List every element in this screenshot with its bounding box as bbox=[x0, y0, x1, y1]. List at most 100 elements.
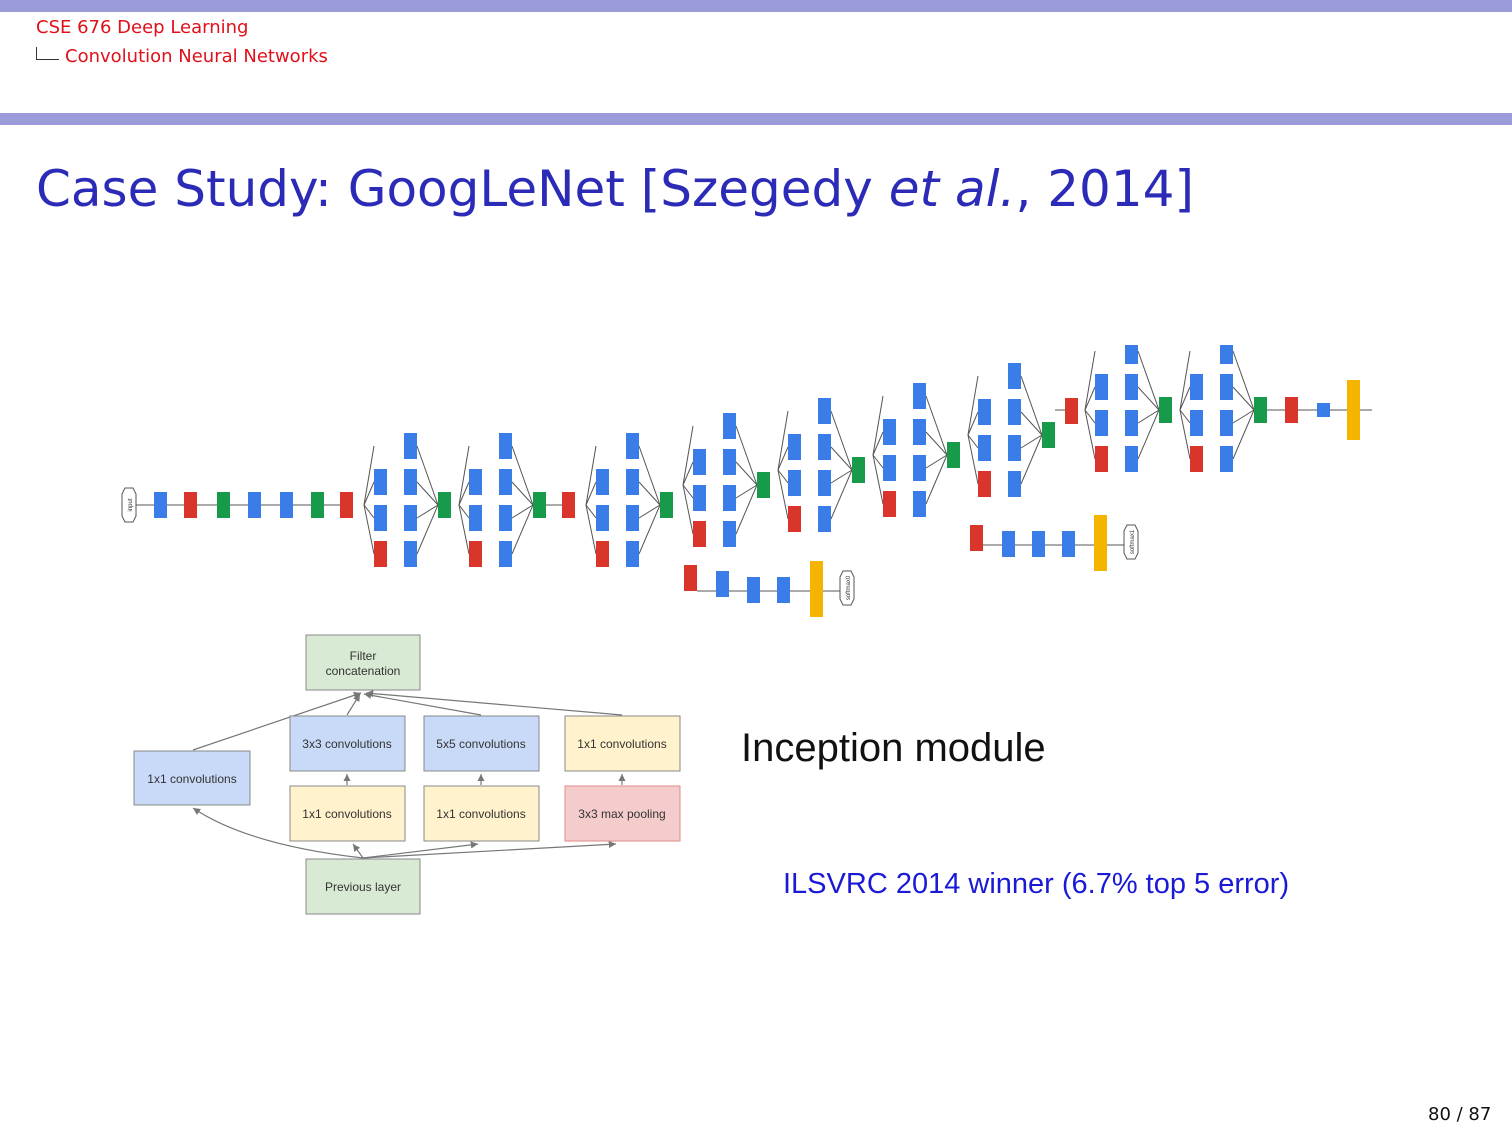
softmax1-label: softmax1 bbox=[1130, 529, 1136, 554]
edge-48 bbox=[585, 445, 597, 506]
conv1x1-top-box: 1x1 convolutions bbox=[564, 715, 681, 772]
edge-50 bbox=[585, 504, 597, 519]
edge-177 bbox=[1232, 350, 1255, 411]
reduce-3x3-box: 1x1 convolutions bbox=[289, 785, 406, 842]
edge-15 bbox=[363, 481, 375, 506]
conv-block-158 bbox=[1125, 374, 1138, 400]
edge-179 bbox=[1232, 409, 1255, 424]
edge-85 bbox=[735, 425, 758, 486]
conv-block-155 bbox=[1095, 410, 1108, 436]
maxpool-box: 3x3 max pooling bbox=[564, 785, 681, 842]
conv-block-22 bbox=[404, 469, 417, 495]
conv-block-65 bbox=[716, 571, 729, 597]
edge-87 bbox=[735, 484, 758, 499]
softmax0-node bbox=[839, 570, 855, 606]
conv-block-139 bbox=[1002, 531, 1015, 557]
reduce-5x5-label: 1x1 convolutions bbox=[436, 807, 525, 821]
conv-block-55 bbox=[626, 433, 639, 459]
edge-14 bbox=[363, 445, 375, 506]
edge-136 bbox=[1020, 434, 1043, 485]
edge-163 bbox=[1137, 409, 1160, 424]
conv-block-82 bbox=[723, 449, 736, 475]
edge-106 bbox=[872, 395, 884, 456]
conv-block-18 bbox=[374, 469, 387, 495]
softmax-block-186 bbox=[1347, 380, 1360, 440]
edge-167 bbox=[1179, 386, 1191, 411]
edge-59 bbox=[638, 445, 661, 506]
filter-concat-line1: Filter bbox=[350, 649, 377, 663]
edge-28 bbox=[416, 504, 439, 555]
edge-152 bbox=[1084, 409, 1096, 424]
edge-30 bbox=[458, 445, 470, 506]
conv-block-184 bbox=[1317, 403, 1330, 417]
conv-block-81 bbox=[723, 413, 736, 439]
conv-block-127 bbox=[978, 435, 991, 461]
conv-block-84 bbox=[723, 521, 736, 547]
conv-block-37 bbox=[499, 433, 512, 459]
conv-block-160 bbox=[1125, 446, 1138, 472]
concat-block-89 bbox=[757, 472, 770, 498]
conv-block-113 bbox=[913, 383, 926, 409]
pool-block-3 bbox=[184, 492, 197, 518]
conv-block-7 bbox=[248, 492, 261, 518]
edge-44 bbox=[511, 504, 534, 555]
conv-block-83 bbox=[723, 485, 736, 511]
conv-block-157 bbox=[1125, 345, 1138, 364]
conv-block-58 bbox=[626, 541, 639, 567]
concat-block-165 bbox=[1159, 397, 1172, 423]
edge-107 bbox=[872, 431, 884, 456]
edge-153 bbox=[1084, 409, 1096, 460]
conv-block-1 bbox=[154, 492, 167, 518]
edge-124 bbox=[967, 434, 979, 449]
header-bar bbox=[0, 113, 1512, 125]
edge-134 bbox=[1020, 411, 1043, 436]
edge-77 bbox=[682, 484, 694, 535]
section-label: Convolution Neural Networks bbox=[65, 46, 328, 67]
section-title: Convolution Neural Networks bbox=[36, 46, 328, 67]
conv-block-175 bbox=[1220, 410, 1233, 436]
conv-block-111 bbox=[883, 455, 896, 481]
concat-block-29 bbox=[438, 492, 451, 518]
edge-61 bbox=[638, 504, 661, 519]
conv-block-100 bbox=[818, 506, 831, 532]
course-title: CSE 676 Deep Learning bbox=[36, 17, 249, 38]
input-node bbox=[121, 487, 137, 523]
edge-86 bbox=[735, 461, 758, 486]
conv-block-19 bbox=[374, 505, 387, 531]
edge-162 bbox=[1137, 386, 1160, 411]
edge-33 bbox=[458, 504, 470, 555]
maxpool-label: 3x3 max pooling bbox=[578, 807, 665, 821]
edge-123 bbox=[967, 411, 979, 436]
edge-168 bbox=[1179, 409, 1191, 424]
conv-block-171 bbox=[1190, 410, 1203, 436]
conv-block-130 bbox=[1008, 399, 1021, 425]
edge-166 bbox=[1179, 350, 1191, 411]
edge-108 bbox=[872, 454, 884, 469]
conv-block-116 bbox=[913, 491, 926, 517]
conv-block-141 bbox=[1062, 531, 1075, 557]
conv-block-23 bbox=[404, 505, 417, 531]
concat-block-5 bbox=[217, 492, 230, 518]
conv-block-131 bbox=[1008, 435, 1021, 461]
concat-block-181 bbox=[1254, 397, 1267, 423]
conv-block-40 bbox=[499, 541, 512, 567]
concat-block-45 bbox=[533, 492, 546, 518]
conv-block-114 bbox=[913, 419, 926, 445]
edge-74 bbox=[682, 425, 694, 486]
filter-concat-box: Filter concatenation bbox=[305, 634, 421, 691]
concat-block-121 bbox=[947, 442, 960, 468]
conv-block-35 bbox=[469, 505, 482, 531]
conv-block-39 bbox=[499, 505, 512, 531]
edge-150 bbox=[1084, 350, 1096, 411]
conv-block-66 bbox=[747, 577, 760, 603]
inception-caption: Inception module bbox=[741, 726, 1046, 770]
input-label: input bbox=[128, 498, 134, 511]
branch-1x1-box: 1x1 convolutions bbox=[133, 750, 251, 806]
conv-block-176 bbox=[1220, 446, 1233, 472]
conv-block-79 bbox=[693, 485, 706, 511]
conv-block-38 bbox=[499, 469, 512, 495]
edge-88 bbox=[735, 484, 758, 535]
conv-block-67 bbox=[777, 577, 790, 603]
slide-title: Case Study: GoogLeNet [Szegedy et al., 2… bbox=[36, 160, 1194, 218]
edge-41 bbox=[511, 445, 534, 506]
